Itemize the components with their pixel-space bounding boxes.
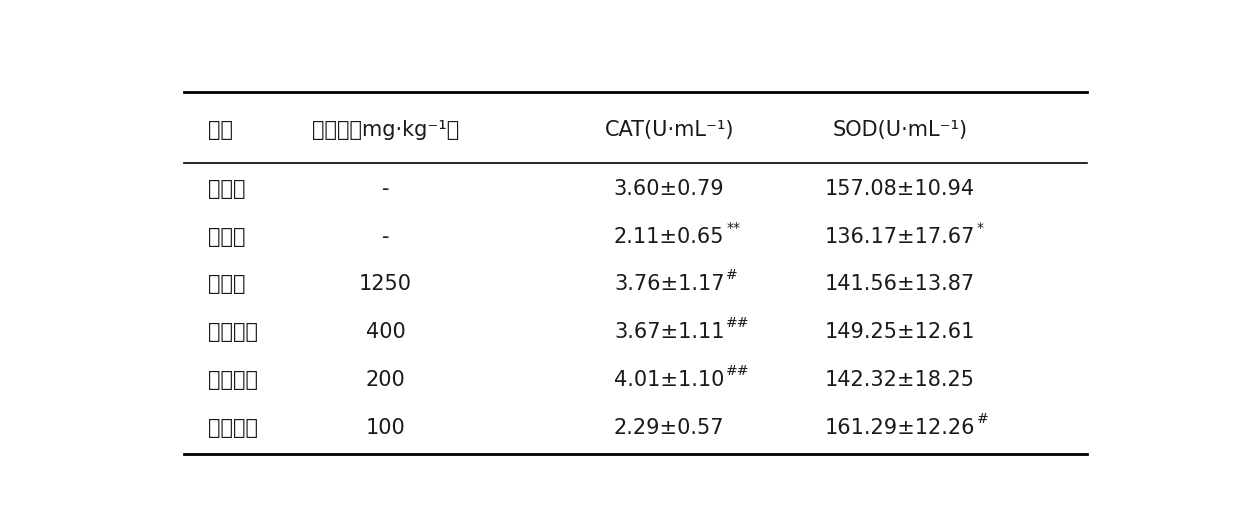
Text: 3.76±1.17: 3.76±1.17 [614,275,724,295]
Text: 1250: 1250 [360,275,412,295]
Text: 142.32±18.25: 142.32±18.25 [825,370,975,390]
Text: 4.01±1.10: 4.01±1.10 [614,370,724,390]
Text: 136.17±17.67: 136.17±17.67 [825,227,975,247]
Text: 低剂量组: 低剂量组 [208,418,258,438]
Text: 3.67±1.11: 3.67±1.11 [614,322,724,342]
Text: 中剂量组: 中剂量组 [208,370,258,390]
Text: #: # [977,412,988,426]
Text: 模型组: 模型组 [208,227,246,247]
Text: **: ** [727,221,740,235]
Text: 400: 400 [366,322,405,342]
Text: 100: 100 [366,418,405,438]
Text: -: - [382,179,389,199]
Text: 141.56±13.87: 141.56±13.87 [825,275,975,295]
Text: 149.25±12.61: 149.25±12.61 [825,322,975,342]
Text: 3.60±0.79: 3.60±0.79 [614,179,724,199]
Text: 给药量（mg·kg⁻¹）: 给药量（mg·kg⁻¹） [312,120,459,140]
Text: 157.08±10.94: 157.08±10.94 [825,179,975,199]
Text: 2.29±0.57: 2.29±0.57 [614,418,724,438]
Text: CAT(U·mL⁻¹): CAT(U·mL⁻¹) [604,120,734,140]
Text: 组别: 组别 [208,120,233,140]
Text: -: - [382,227,389,247]
Text: 阳性组: 阳性组 [208,275,246,295]
Text: SOD(U·mL⁻¹): SOD(U·mL⁻¹) [832,120,967,140]
Text: 200: 200 [366,370,405,390]
Text: 空白组: 空白组 [208,179,246,199]
Text: 高剂量组: 高剂量组 [208,322,258,342]
Text: 2.11±0.65: 2.11±0.65 [614,227,724,247]
Text: ##: ## [727,316,750,330]
Text: 161.29±12.26: 161.29±12.26 [825,418,975,438]
Text: #: # [727,268,738,282]
Text: *: * [977,221,983,235]
Text: ##: ## [727,364,750,378]
